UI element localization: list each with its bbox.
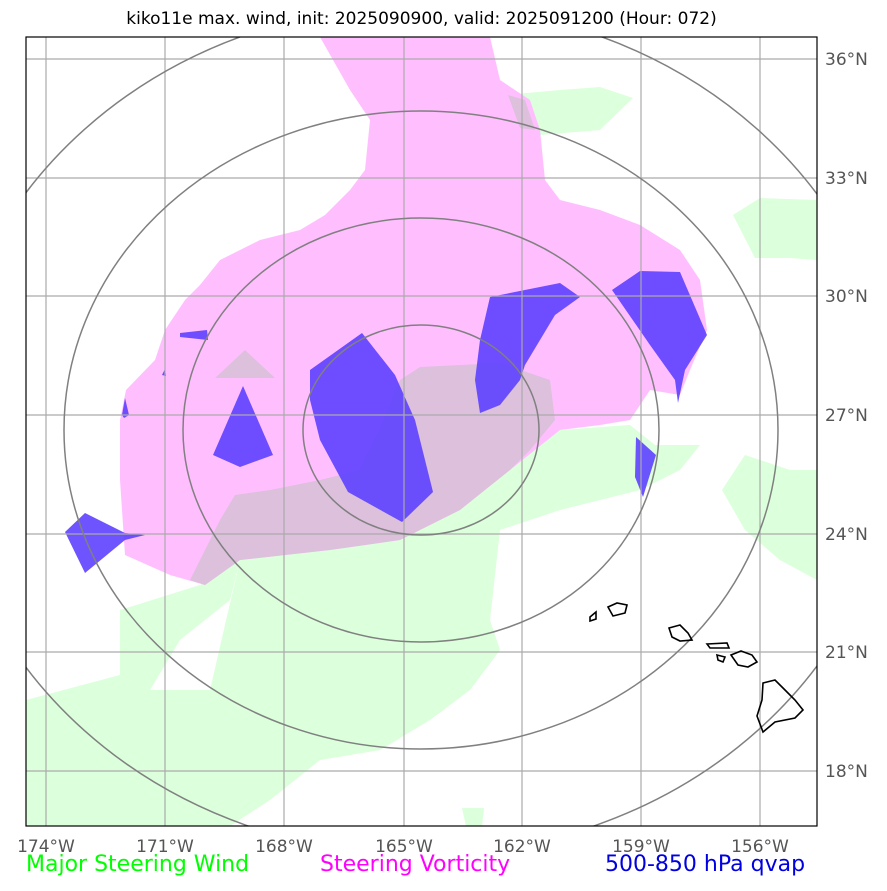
- lat-tick-label: 21°N: [825, 643, 868, 663]
- lon-tick-label: 162°W: [493, 837, 551, 857]
- lat-tick-label: 27°N: [825, 406, 868, 426]
- lon-tick-label: 165°W: [375, 837, 433, 857]
- latitude-tick-labels: 36°N 33°N 30°N 27°N 24°N 21°N 18°N: [825, 50, 868, 782]
- lat-tick-label: 30°N: [825, 287, 868, 307]
- legend-steering-wind: Major Steering Wind: [26, 852, 250, 877]
- steering-wind-region: [26, 87, 817, 826]
- lon-tick-label: 171°W: [136, 837, 194, 857]
- lon-tick-label: 168°W: [255, 837, 313, 857]
- legend-qvap: 500-850 hPa qvap: [605, 852, 806, 877]
- lon-tick-label: 174°W: [17, 837, 75, 857]
- legend-steering-vorticity: Steering Vorticity: [320, 852, 511, 877]
- lon-tick-label: 159°W: [612, 837, 670, 857]
- lat-tick-label: 24°N: [825, 525, 868, 545]
- map-layers: [26, 37, 817, 826]
- lat-tick-label: 18°N: [825, 762, 868, 782]
- hawaii-coastline: [589, 602, 805, 734]
- range-rings: [26, 37, 817, 826]
- plot-frame: [25, 36, 818, 827]
- lat-tick-label: 33°N: [825, 169, 868, 189]
- gridlines: [26, 37, 817, 826]
- lon-tick-label: 156°W: [731, 837, 789, 857]
- longitude-tick-labels: 174°W 171°W 168°W 165°W 162°W 159°W 156°…: [17, 837, 789, 857]
- qvap-region: [65, 271, 707, 573]
- map-title: kiko11e max. wind, init: 2025090900, val…: [126, 9, 717, 29]
- lat-tick-label: 36°N: [825, 50, 868, 70]
